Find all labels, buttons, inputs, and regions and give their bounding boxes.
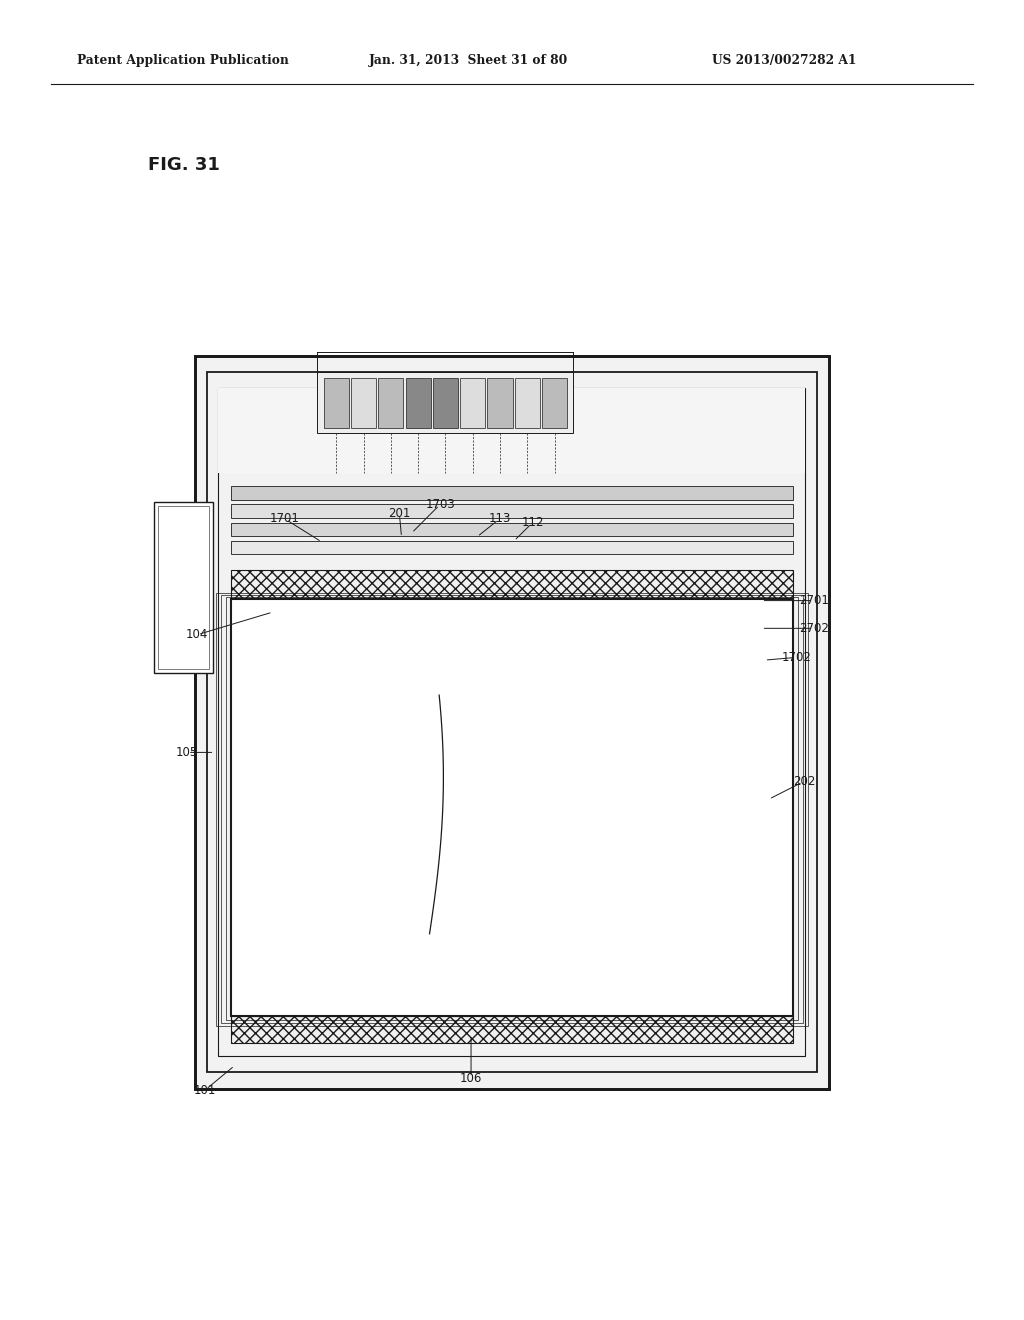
Text: 2702: 2702 — [799, 622, 829, 635]
Bar — [207, 372, 817, 1072]
Bar — [221, 595, 803, 1023]
Bar — [231, 486, 793, 500]
Bar — [515, 378, 540, 428]
Bar — [231, 541, 793, 554]
Bar — [226, 597, 798, 1019]
Text: Patent Application Publication: Patent Application Publication — [77, 54, 289, 67]
Text: US 2013/0027282 A1: US 2013/0027282 A1 — [712, 54, 856, 67]
Bar — [231, 1016, 793, 1043]
Bar — [487, 378, 513, 428]
Text: 113: 113 — [488, 512, 511, 525]
Bar — [406, 378, 431, 428]
Text: 1703: 1703 — [425, 498, 456, 511]
Bar — [231, 599, 793, 1016]
Text: 1701: 1701 — [269, 512, 300, 525]
Bar — [154, 502, 213, 673]
Text: 1702: 1702 — [781, 651, 812, 664]
Text: 104: 104 — [185, 628, 208, 642]
Bar — [195, 356, 829, 1089]
Bar — [231, 504, 793, 517]
Bar — [158, 506, 209, 669]
Text: 202: 202 — [793, 775, 815, 788]
Bar — [195, 356, 829, 1089]
Text: 101: 101 — [194, 1084, 216, 1097]
Bar — [351, 378, 376, 428]
Bar — [378, 378, 403, 428]
Bar — [218, 388, 805, 1056]
Text: 2701: 2701 — [799, 594, 829, 607]
Bar — [218, 388, 805, 473]
Text: Jan. 31, 2013  Sheet 31 of 80: Jan. 31, 2013 Sheet 31 of 80 — [369, 54, 568, 67]
Text: 201: 201 — [388, 507, 411, 520]
Text: 112: 112 — [521, 516, 544, 529]
Text: 106: 106 — [460, 1072, 482, 1085]
Text: FIG. 31: FIG. 31 — [148, 156, 220, 174]
Bar — [317, 372, 573, 433]
Bar — [216, 594, 808, 1027]
Bar — [433, 378, 458, 428]
Bar — [460, 378, 485, 428]
Bar — [231, 523, 793, 536]
Bar — [324, 378, 349, 428]
Bar — [231, 570, 793, 599]
Text: 105: 105 — [175, 746, 198, 759]
Bar — [542, 378, 567, 428]
